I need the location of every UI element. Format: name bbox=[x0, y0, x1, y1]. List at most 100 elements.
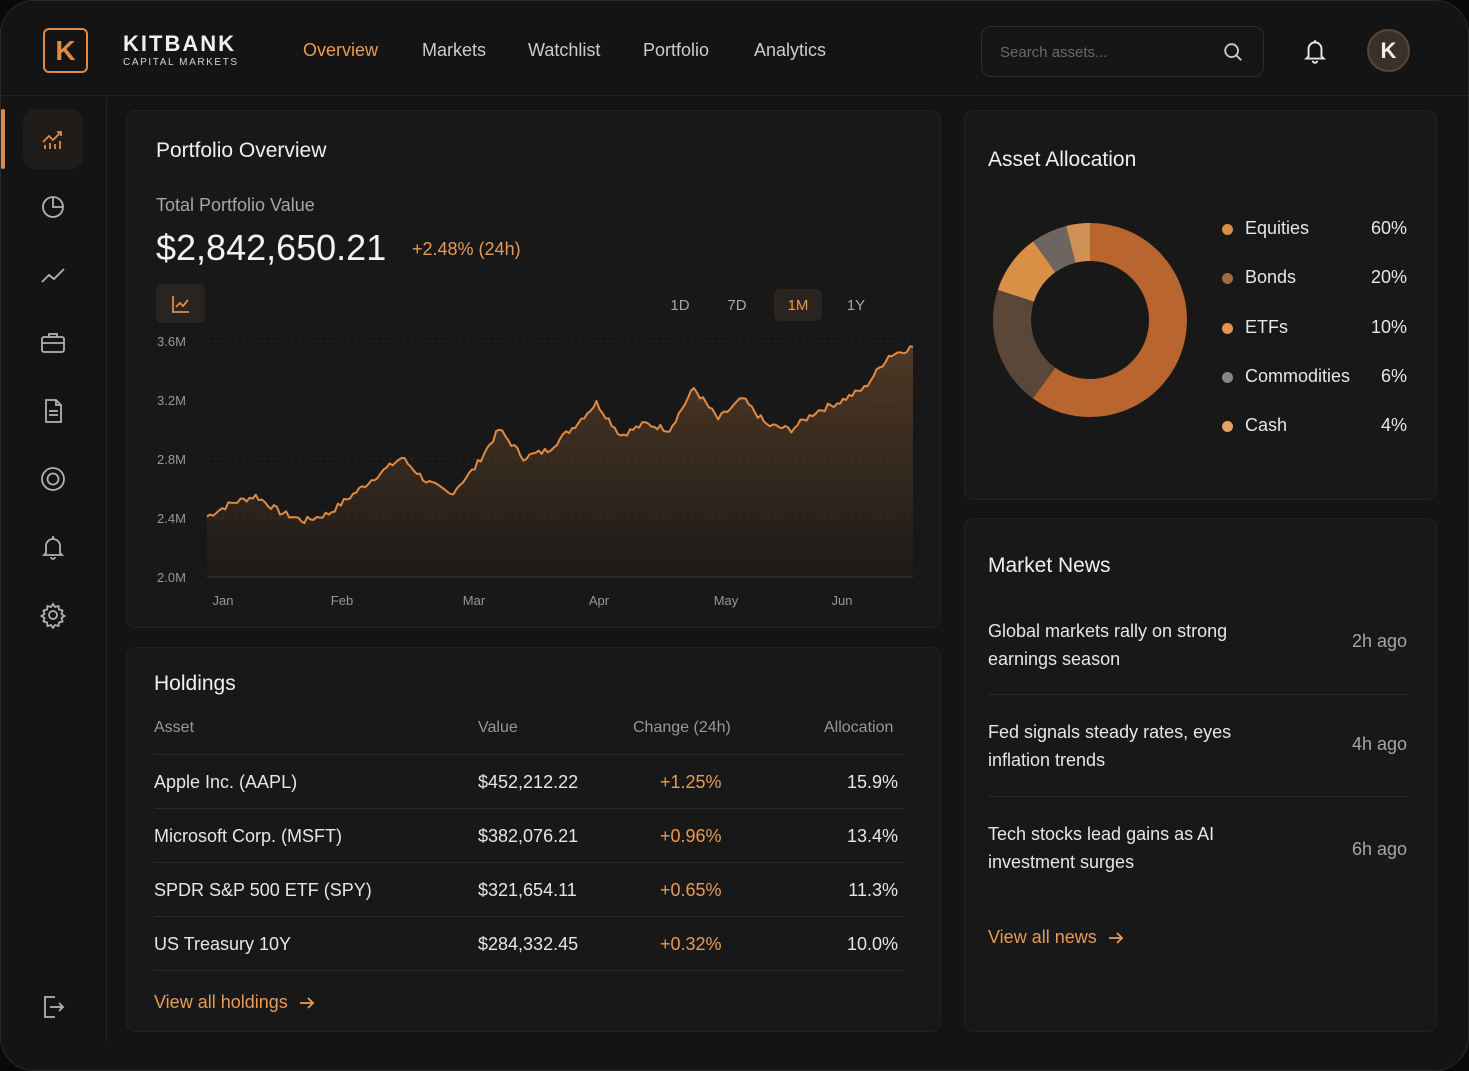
table-divider bbox=[154, 862, 904, 863]
news-time: 2h ago bbox=[1351, 631, 1407, 651]
sidebar-item-dashboard[interactable] bbox=[23, 109, 83, 169]
table-divider bbox=[154, 970, 904, 971]
chart-type-toggle[interactable] bbox=[156, 284, 205, 323]
logo-icon[interactable]: K bbox=[43, 28, 88, 73]
col-header-allocation[interactable]: Allocation bbox=[824, 719, 894, 736]
range-1m-button[interactable]: 1M bbox=[774, 289, 822, 321]
asset-change: +1.25% bbox=[660, 772, 722, 792]
bell-icon bbox=[41, 536, 65, 560]
nav-markets[interactable]: Markets bbox=[422, 40, 487, 60]
y-tick-label: 2.0M bbox=[157, 570, 186, 585]
asset-change: +0.32% bbox=[660, 934, 722, 954]
x-tick-label: Jan bbox=[213, 593, 234, 608]
holdings-title: Holdings bbox=[154, 672, 236, 695]
view-all-news-link[interactable]: View all news bbox=[988, 927, 1125, 948]
view-all-news-label: View all news bbox=[988, 927, 1097, 947]
view-all-holdings-label: View all holdings bbox=[154, 992, 288, 1012]
legend-dot bbox=[1222, 421, 1233, 432]
legend-value: 4% bbox=[1380, 415, 1407, 435]
chart-icon bbox=[42, 131, 62, 149]
x-tick-label: May bbox=[714, 593, 739, 608]
area-fill bbox=[207, 346, 913, 577]
y-tick-label: 2.4M bbox=[157, 511, 186, 526]
asset-allocation: 10.0% bbox=[846, 934, 898, 954]
news-headline: Tech stocks lead gains as AI investment … bbox=[988, 824, 1215, 872]
user-avatar[interactable]: K bbox=[1367, 29, 1410, 72]
x-tick-label: Feb bbox=[331, 593, 353, 608]
asset-value: $284,332.45 bbox=[478, 934, 579, 954]
search-input[interactable] bbox=[1000, 41, 1220, 63]
asset-value: $382,076.21 bbox=[478, 826, 579, 846]
sidebar-item-goals[interactable] bbox=[23, 449, 83, 509]
col-header-change[interactable]: Change (24h) bbox=[633, 719, 731, 736]
x-tick-label: Jun bbox=[832, 593, 853, 608]
legend-value: 20% bbox=[1370, 267, 1407, 287]
search-icon[interactable] bbox=[1222, 41, 1244, 63]
nav-portfolio[interactable]: Portfolio bbox=[643, 40, 710, 60]
sidebar-item-logout[interactable] bbox=[23, 977, 83, 1037]
legend-value: 6% bbox=[1380, 366, 1407, 386]
asset-allocation: 13.4% bbox=[846, 826, 898, 846]
donut-slice-bonds[interactable] bbox=[993, 223, 1187, 417]
range-1y-button[interactable]: 1Y bbox=[846, 296, 866, 314]
trend-line-icon bbox=[41, 268, 65, 283]
briefcase-icon bbox=[41, 333, 65, 353]
chart-type-icon bbox=[171, 295, 189, 313]
pie-chart-icon bbox=[42, 196, 64, 218]
range-7d-button[interactable]: 7D bbox=[727, 296, 747, 314]
logout-icon bbox=[44, 996, 65, 1018]
holdings-card: Holdings Asset Value Change (24h) Alloca… bbox=[126, 647, 941, 1032]
legend-name: ETFs bbox=[1245, 317, 1288, 337]
document-icon bbox=[45, 399, 62, 423]
news-time: 6h ago bbox=[1351, 839, 1407, 859]
legend-name: Commodities bbox=[1245, 366, 1351, 386]
y-tick-label: 2.8M bbox=[157, 452, 186, 467]
portfolio-overview-card: Portfolio Overview Total Portfolio Value… bbox=[126, 110, 941, 628]
sidebar-item-settings[interactable] bbox=[23, 585, 83, 645]
brand-name: KITBANK bbox=[123, 31, 236, 56]
col-header-asset[interactable]: Asset bbox=[154, 719, 195, 736]
legend-value: 60% bbox=[1370, 218, 1407, 238]
donut-slice-cash[interactable] bbox=[993, 223, 1187, 417]
asset-name: Microsoft Corp. (MSFT) bbox=[154, 826, 343, 846]
sidebar-item-reports[interactable] bbox=[23, 381, 83, 441]
asset-name: SPDR S&P 500 ETF (SPY) bbox=[154, 880, 372, 900]
notification-bell-icon[interactable] bbox=[1302, 37, 1328, 65]
arrow-right-icon bbox=[1108, 931, 1124, 944]
news-divider bbox=[988, 796, 1408, 797]
table-divider bbox=[154, 754, 904, 755]
y-tick-label: 3.2M bbox=[157, 393, 186, 408]
sidebar bbox=[1, 97, 107, 1042]
legend-dot bbox=[1222, 372, 1233, 383]
range-1d-button[interactable]: 1D bbox=[670, 296, 690, 314]
allocation-title: Asset Allocation bbox=[988, 148, 1137, 171]
portfolio-value-label: Total Portfolio Value bbox=[156, 195, 315, 215]
market-news-card: Market News Global markets rally on stro… bbox=[964, 518, 1437, 1032]
nav-overview[interactable]: Overview bbox=[303, 40, 379, 60]
sidebar-item-performance[interactable] bbox=[23, 245, 83, 305]
portfolio-area-chart: 3.6M 3.2M 2.8M 2.4M 2.0M Jan Feb Mar Apr May Jun bbox=[157, 334, 914, 608]
asset-allocation-card: Asset Allocation Equities 60% Bonds 20% … bbox=[964, 110, 1437, 500]
sidebar-item-allocation[interactable] bbox=[23, 177, 83, 237]
table-divider bbox=[154, 808, 904, 809]
asset-value: $452,212.22 bbox=[478, 772, 579, 792]
legend-name: Equities bbox=[1245, 218, 1310, 238]
news-title: Market News bbox=[988, 554, 1111, 577]
sidebar-item-portfolio[interactable] bbox=[23, 313, 83, 373]
asset-allocation: 15.9% bbox=[846, 772, 898, 792]
allocation-donut-chart bbox=[993, 223, 1187, 417]
target-icon bbox=[41, 467, 65, 491]
table-divider bbox=[154, 916, 904, 917]
col-header-value[interactable]: Value bbox=[478, 719, 518, 736]
y-tick-label: 3.6M bbox=[157, 334, 186, 349]
view-all-holdings-link[interactable]: View all holdings bbox=[154, 992, 316, 1013]
asset-change: +0.65% bbox=[660, 880, 722, 900]
search-box bbox=[981, 26, 1264, 77]
sidebar-item-alerts[interactable] bbox=[23, 517, 83, 577]
arrow-right-icon bbox=[299, 996, 315, 1009]
nav-analytics[interactable]: Analytics bbox=[754, 40, 827, 60]
x-tick-label: Mar bbox=[463, 593, 486, 608]
sidebar-active-indicator bbox=[1, 109, 5, 169]
nav-watchlist[interactable]: Watchlist bbox=[528, 40, 601, 60]
